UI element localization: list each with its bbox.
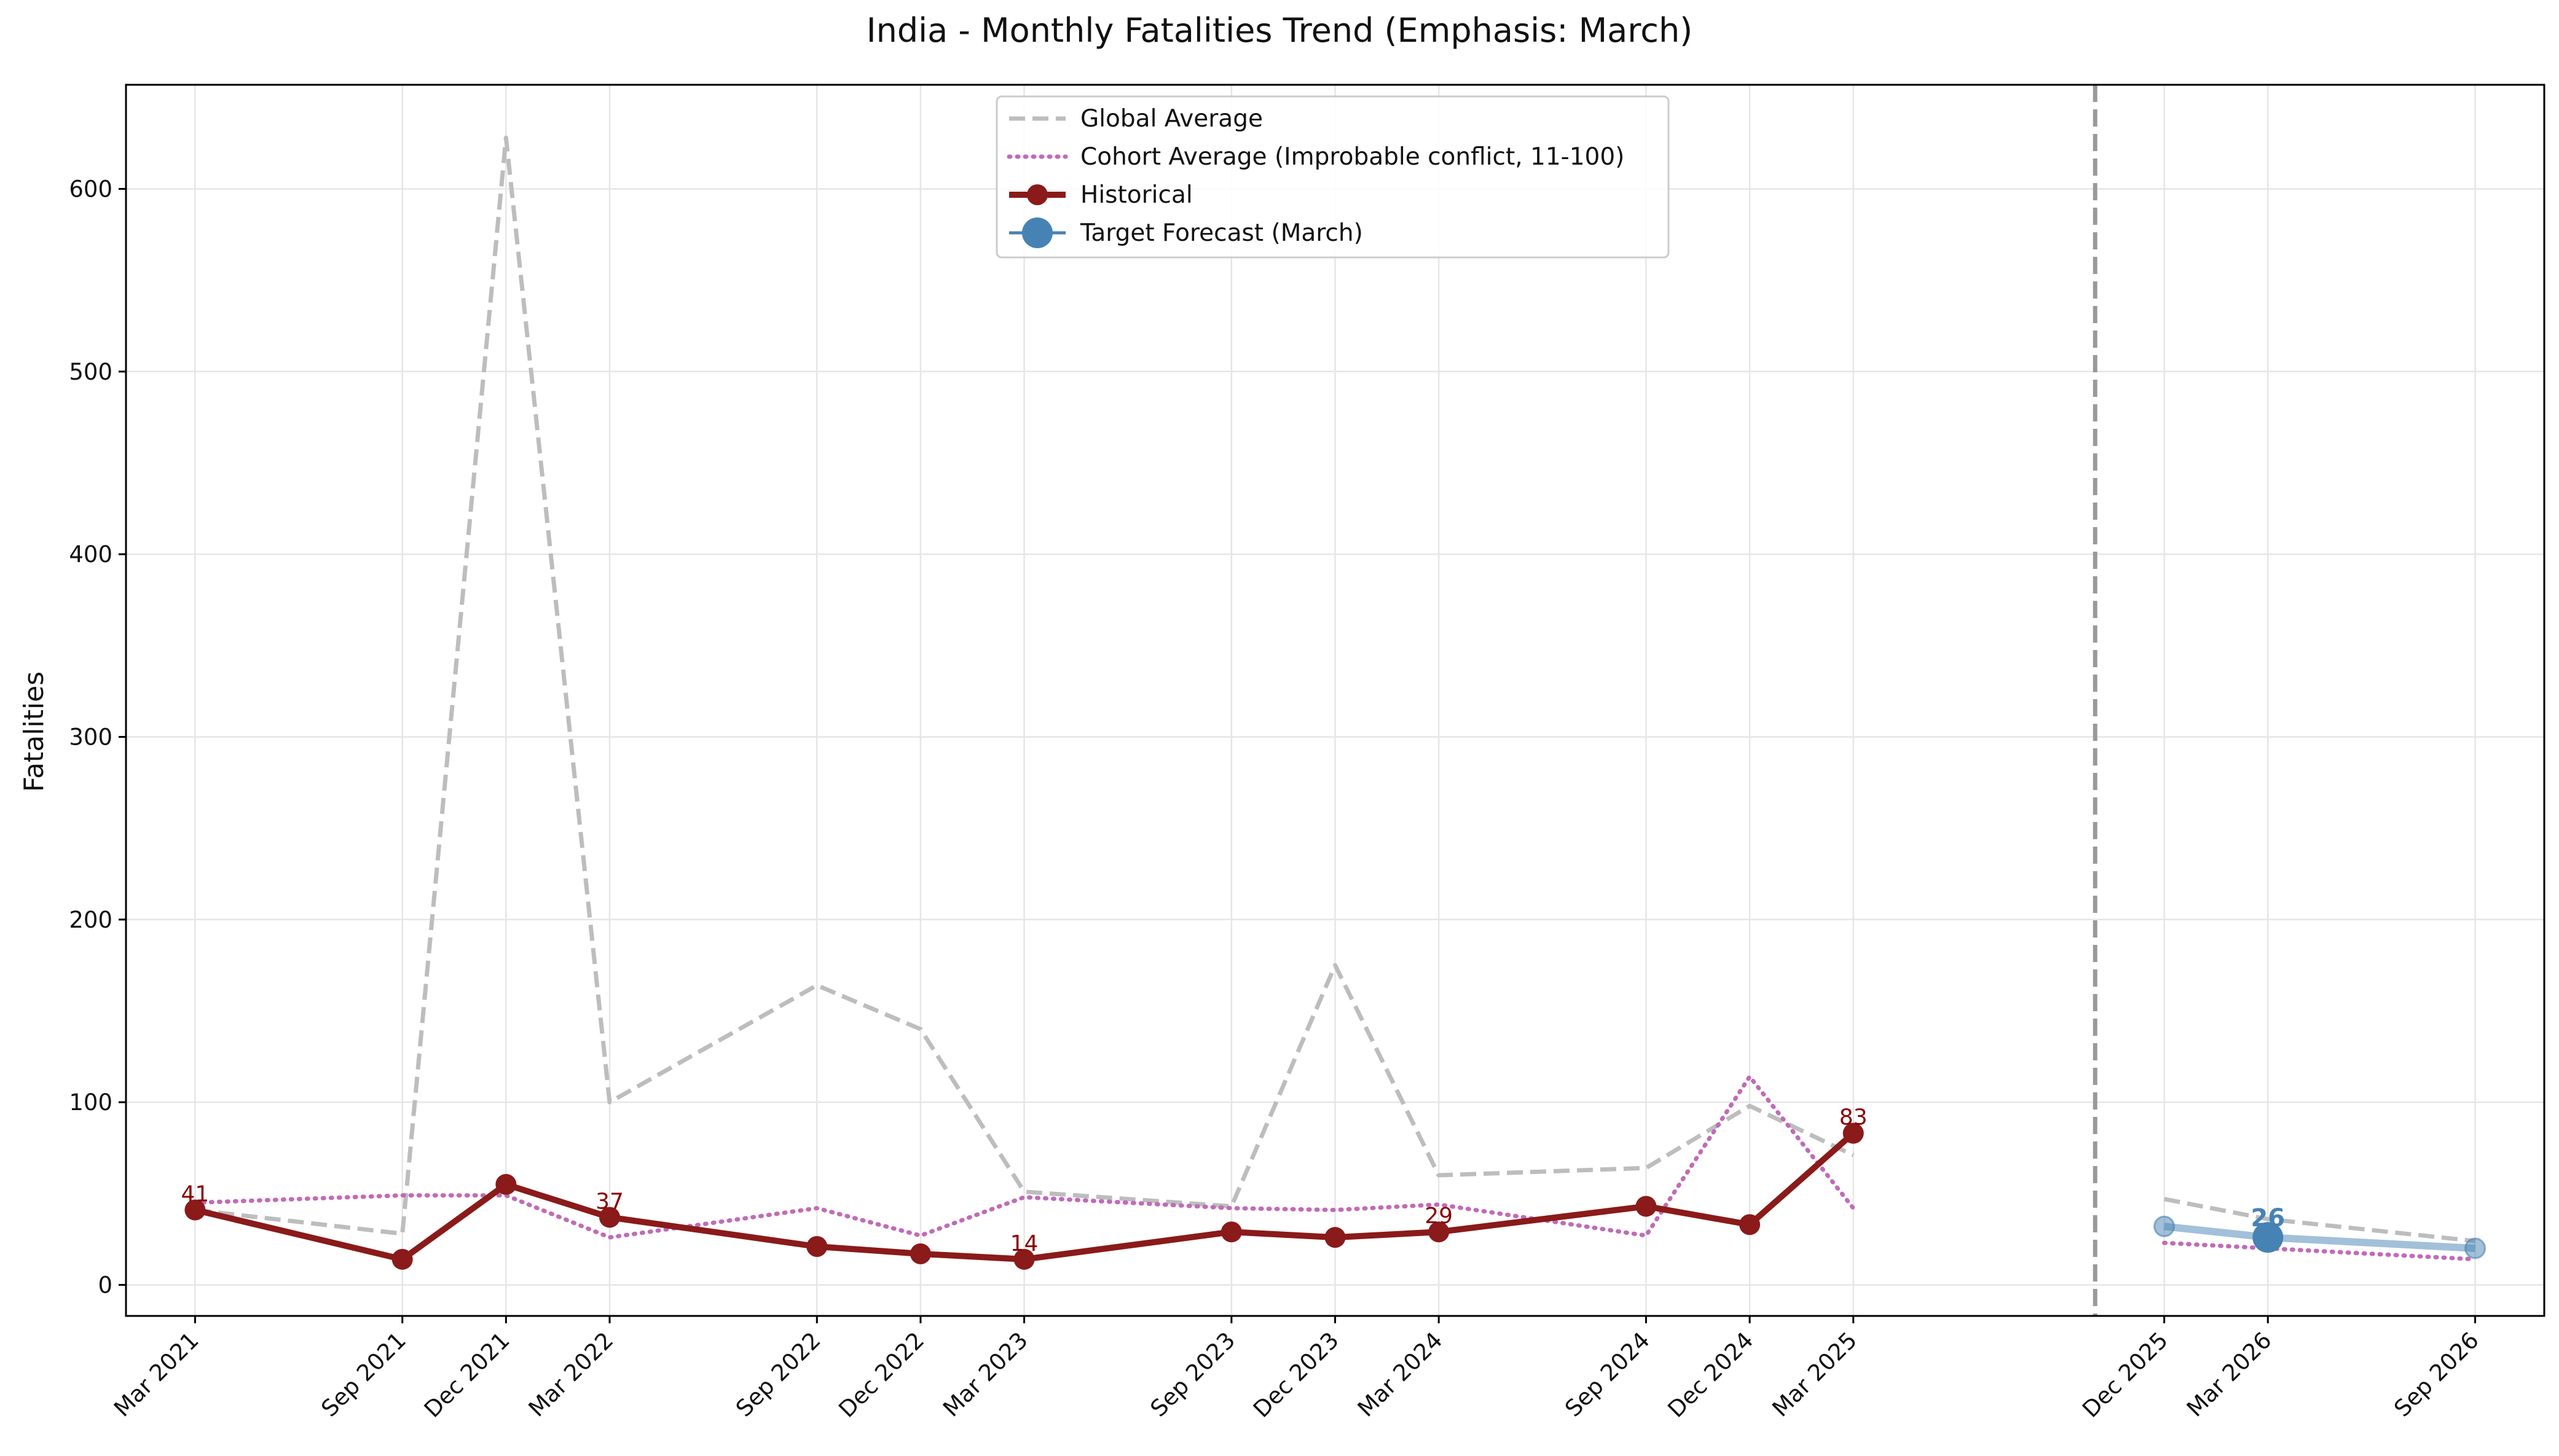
legend-label-cohort-average-improbable-conflict-11-100: Cohort Average (Improbable conflict, 11-… [1080, 143, 1624, 171]
historical-point [1324, 1227, 1346, 1248]
global-average-line [195, 135, 1855, 1236]
y-axis-label: Fatalities [18, 671, 50, 792]
historical-point [495, 1173, 517, 1195]
historical-point [391, 1248, 413, 1270]
target-forecast-march-point [2464, 1237, 2486, 1259]
data-label-layer: 41 37 14 29 83 26 [181, 1105, 2286, 1256]
series-layer [184, 85, 2486, 1316]
legend-marker-target-forecast-march [1022, 217, 1053, 248]
y-tick-label: 100 [69, 1089, 112, 1116]
y-tick-label: 400 [69, 541, 112, 568]
historical-point [910, 1243, 931, 1264]
data-label: 14 [1010, 1231, 1039, 1256]
data-label: 41 [181, 1182, 210, 1207]
y-tick-label: 0 [98, 1272, 112, 1298]
data-label: 37 [596, 1189, 624, 1214]
historical-point [1013, 1248, 1035, 1270]
legend-frame [996, 95, 1670, 259]
legend-marker-historical [1027, 184, 1048, 205]
historical-point [184, 1199, 206, 1221]
chart-title: India - Monthly Fatalities Trend (Emphas… [867, 11, 1693, 50]
y-tick-label: 600 [69, 176, 112, 202]
y-tick-label: 200 [69, 907, 112, 933]
historical-point [1635, 1196, 1657, 1217]
data-label: 83 [1839, 1105, 1868, 1130]
target-forecast-march-point-emphasis [2252, 1222, 2284, 1253]
historical-point [1428, 1221, 1450, 1243]
historical-point [1739, 1214, 1761, 1235]
historical-point [599, 1207, 620, 1228]
legend: Global Average Cohort Average (Improbable… [996, 95, 1670, 259]
historical-point [806, 1236, 828, 1258]
data-label: 26 [2250, 1204, 2285, 1232]
y-tick-label: 500 [69, 359, 112, 385]
historical-point [1221, 1221, 1242, 1243]
y-tick-label: 300 [69, 724, 112, 750]
historical-point [1842, 1122, 1864, 1144]
legend-label-target-forecast-march: Target Forecast (March) [1080, 219, 1363, 247]
legend-label-global-average: Global Average [1080, 105, 1263, 133]
global-average-line [2163, 1197, 2475, 1243]
legend-label-historical: Historical [1080, 181, 1193, 209]
data-label: 29 [1425, 1204, 1453, 1229]
target-forecast-march-point [2153, 1215, 2176, 1237]
cohort-average-improbable-conflict-11-100-line [192, 1074, 1856, 1240]
grid-layer [126, 85, 2544, 1316]
